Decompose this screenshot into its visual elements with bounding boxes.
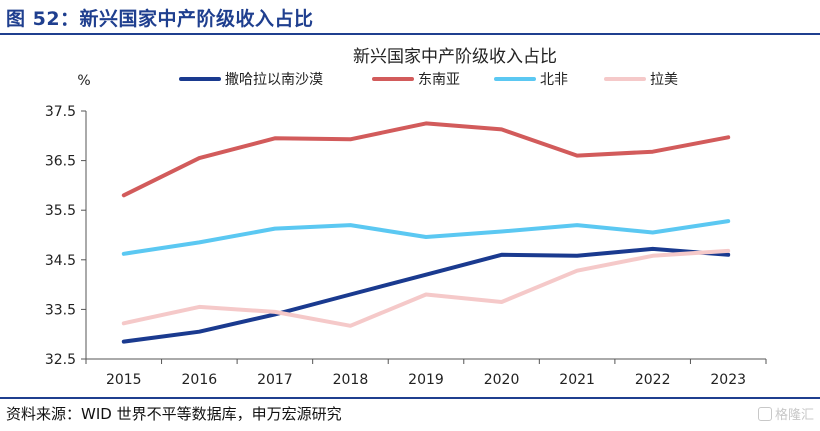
- watermark-logo-icon: [757, 406, 772, 421]
- x-tick-label: 2015: [106, 372, 142, 388]
- source-rule: [0, 397, 820, 399]
- series-line-3: [121, 219, 731, 256]
- legend-label: 东南亚: [418, 72, 460, 88]
- x-tick-label: 2020: [484, 372, 520, 388]
- legend-label: 北非: [540, 72, 568, 88]
- x-tick-label: 2021: [559, 372, 595, 388]
- y-tick-label: 35.5: [45, 203, 76, 219]
- y-tick-label: 37.5: [45, 104, 76, 120]
- source-note: 资料来源：WID 世界不平等数据库，申万宏源研究: [6, 405, 342, 423]
- watermark: 格隆汇: [757, 404, 814, 423]
- x-tick-label: 2022: [635, 372, 671, 388]
- x-tick-label: 2018: [333, 372, 369, 388]
- x-tick-label: 2023: [710, 372, 746, 388]
- figure-title: 图 52：新兴国家中产阶级收入占比: [6, 8, 314, 30]
- figure-header: 图 52：新兴国家中产阶级收入占比: [0, 0, 820, 35]
- y-axis-unit: %: [77, 73, 90, 89]
- x-tick-label: 2019: [408, 372, 444, 388]
- x-tick-label: 2017: [257, 372, 293, 388]
- legend-label: 撒哈拉以南沙漠: [225, 72, 323, 88]
- chart-series: [121, 121, 731, 344]
- legend-label: 拉美: [650, 72, 678, 88]
- x-tick-label: 2016: [182, 372, 218, 388]
- title-rule: [0, 33, 820, 35]
- y-tick-label: 33.5: [45, 302, 76, 318]
- y-tick-label: 34.5: [45, 253, 76, 269]
- series-line-4: [121, 248, 731, 328]
- chart-axes: 32.5 33.5 34.5 35.5 36.5 37.5 2015 2016 2017 2018…: [45, 104, 767, 388]
- series-line-2: [121, 121, 731, 198]
- chart-title: 新兴国家中产阶级收入占比: [353, 47, 557, 67]
- chart-legend: 撒哈拉以南沙漠 东南亚 北非 拉美: [179, 72, 678, 88]
- series-line-1: [121, 246, 731, 344]
- y-tick-label: 36.5: [45, 154, 76, 170]
- watermark-text: 格隆汇: [774, 408, 814, 423]
- y-tick-label: 32.5: [45, 352, 76, 368]
